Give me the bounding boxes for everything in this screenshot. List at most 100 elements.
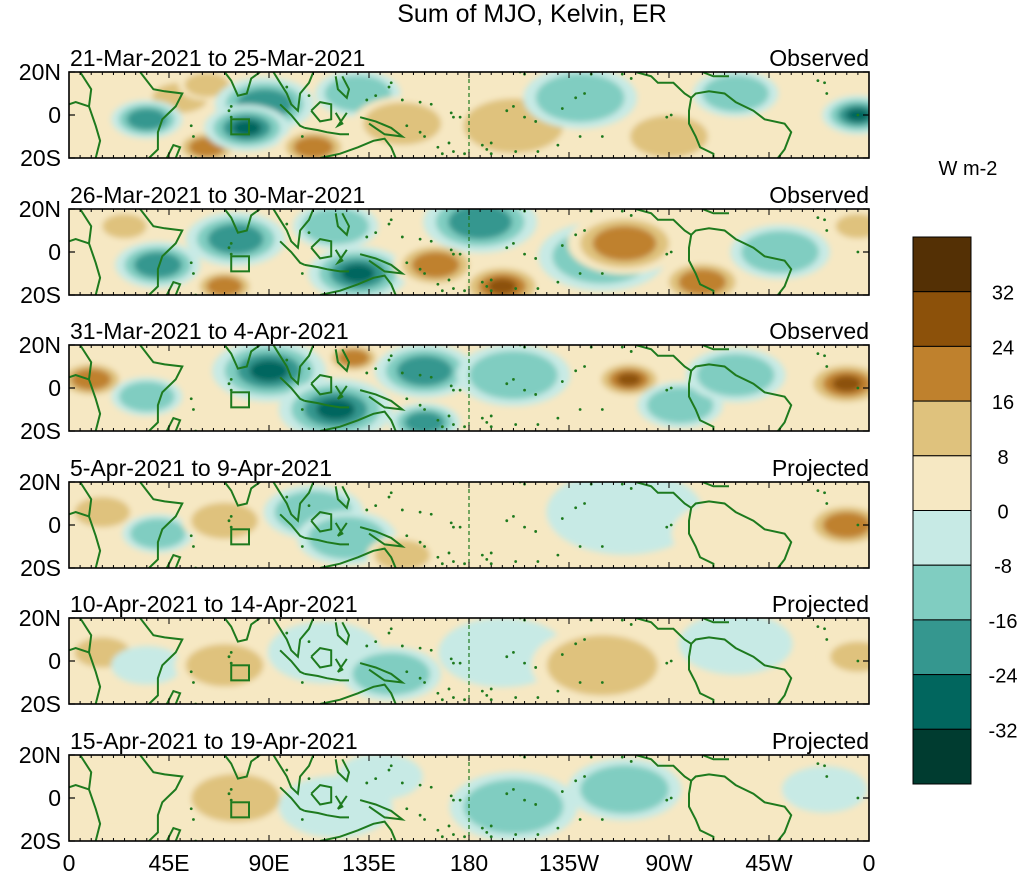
- island: [192, 681, 195, 684]
- x-tick-label: 90E: [249, 850, 290, 876]
- island: [825, 92, 829, 95]
- x-tick-label: 0: [63, 850, 76, 876]
- island: [189, 670, 193, 674]
- island: [229, 388, 233, 392]
- island: [489, 289, 493, 293]
- island: [665, 115, 669, 119]
- island: [418, 267, 422, 271]
- island: [505, 655, 509, 659]
- island: [816, 489, 820, 492]
- coastline: [223, 755, 261, 780]
- island: [389, 218, 393, 222]
- island: [400, 781, 404, 785]
- anomaly-contour: [592, 226, 657, 261]
- colorbar-swatch: [912, 510, 972, 566]
- island: [429, 375, 433, 379]
- colorbar-swatch: [912, 619, 972, 676]
- island: [365, 508, 369, 512]
- island: [600, 818, 604, 821]
- coastline: [688, 507, 715, 568]
- coastline: [310, 238, 333, 260]
- coastline: [272, 209, 315, 250]
- coastline: [334, 621, 351, 646]
- coastline: [69, 238, 90, 245]
- anomaly-contour: [206, 276, 243, 295]
- colorbar-swatch: [912, 400, 972, 457]
- island: [192, 272, 195, 275]
- island: [512, 378, 515, 381]
- coastline: [334, 112, 348, 129]
- island: [574, 96, 578, 100]
- anomaly-contour: [307, 516, 386, 560]
- coastline: [79, 209, 102, 295]
- anomaly-contour: [316, 398, 356, 421]
- coastline: [319, 547, 397, 568]
- y-tick-label: 20S: [20, 145, 61, 171]
- island: [189, 261, 193, 265]
- panel: 20N 0 20S 31-Mar-2021 to 4-Apr-2021 Observed: [19, 318, 870, 444]
- island: [669, 113, 673, 117]
- island: [418, 130, 422, 134]
- anomaly-contour: [302, 209, 369, 245]
- island: [440, 152, 444, 156]
- coastline: [79, 618, 102, 704]
- coastline: [359, 116, 406, 138]
- coastline: [139, 345, 184, 431]
- island: [418, 237, 422, 241]
- anomaly-contour: [487, 278, 517, 295]
- island: [227, 655, 231, 659]
- island: [620, 209, 624, 213]
- region-box: [230, 528, 251, 546]
- coastline: [334, 385, 348, 400]
- anomaly-contour: [830, 641, 869, 672]
- island: [665, 798, 669, 802]
- coastline: [690, 90, 793, 158]
- anomaly-contour: [463, 779, 564, 834]
- island: [418, 373, 422, 377]
- coastline: [688, 97, 715, 158]
- coastline: [79, 755, 102, 841]
- panel-period-label: 31-Mar-2021 to 4-Apr-2021: [70, 318, 349, 344]
- y-tick-label: 20N: [19, 742, 61, 768]
- anomaly-field: [69, 618, 869, 704]
- panel-period-label: 21-Mar-2021 to 25-Mar-2021: [70, 45, 365, 71]
- x-tick-label: 45W: [745, 850, 793, 876]
- island: [665, 388, 669, 392]
- island: [463, 835, 466, 839]
- island: [665, 525, 669, 529]
- region-box: [230, 801, 251, 819]
- anomaly-contour: [74, 497, 131, 528]
- coastline: [139, 482, 184, 568]
- panels: 20N 0 20S 21-Mar-2021 to 25-Mar-2021 Observe…: [19, 45, 870, 854]
- island: [423, 135, 426, 138]
- island: [578, 135, 582, 138]
- island: [534, 120, 538, 123]
- island: [560, 380, 564, 383]
- coastline: [334, 485, 351, 510]
- y-tick-label: 20N: [19, 332, 61, 358]
- island: [452, 423, 455, 426]
- island: [505, 109, 509, 113]
- coastlines: [69, 482, 860, 568]
- coastline: [334, 249, 348, 266]
- coastline: [279, 649, 306, 675]
- anomaly-contour: [835, 214, 869, 239]
- island: [189, 534, 193, 538]
- island: [523, 252, 526, 256]
- island: [400, 371, 404, 375]
- anomaly-contour: [741, 230, 819, 274]
- island: [389, 627, 393, 631]
- island: [285, 222, 289, 226]
- island: [512, 651, 515, 654]
- coastline: [272, 618, 315, 659]
- panel-status-label: Projected: [772, 455, 869, 481]
- island: [365, 644, 369, 648]
- y-tick-label: 0: [48, 239, 61, 265]
- island: [669, 659, 673, 663]
- island: [665, 252, 669, 256]
- x-tick-label: 135W: [539, 850, 599, 876]
- anomaly-contour: [111, 645, 183, 685]
- island: [285, 631, 289, 635]
- island: [374, 94, 378, 98]
- coastline: [310, 511, 333, 533]
